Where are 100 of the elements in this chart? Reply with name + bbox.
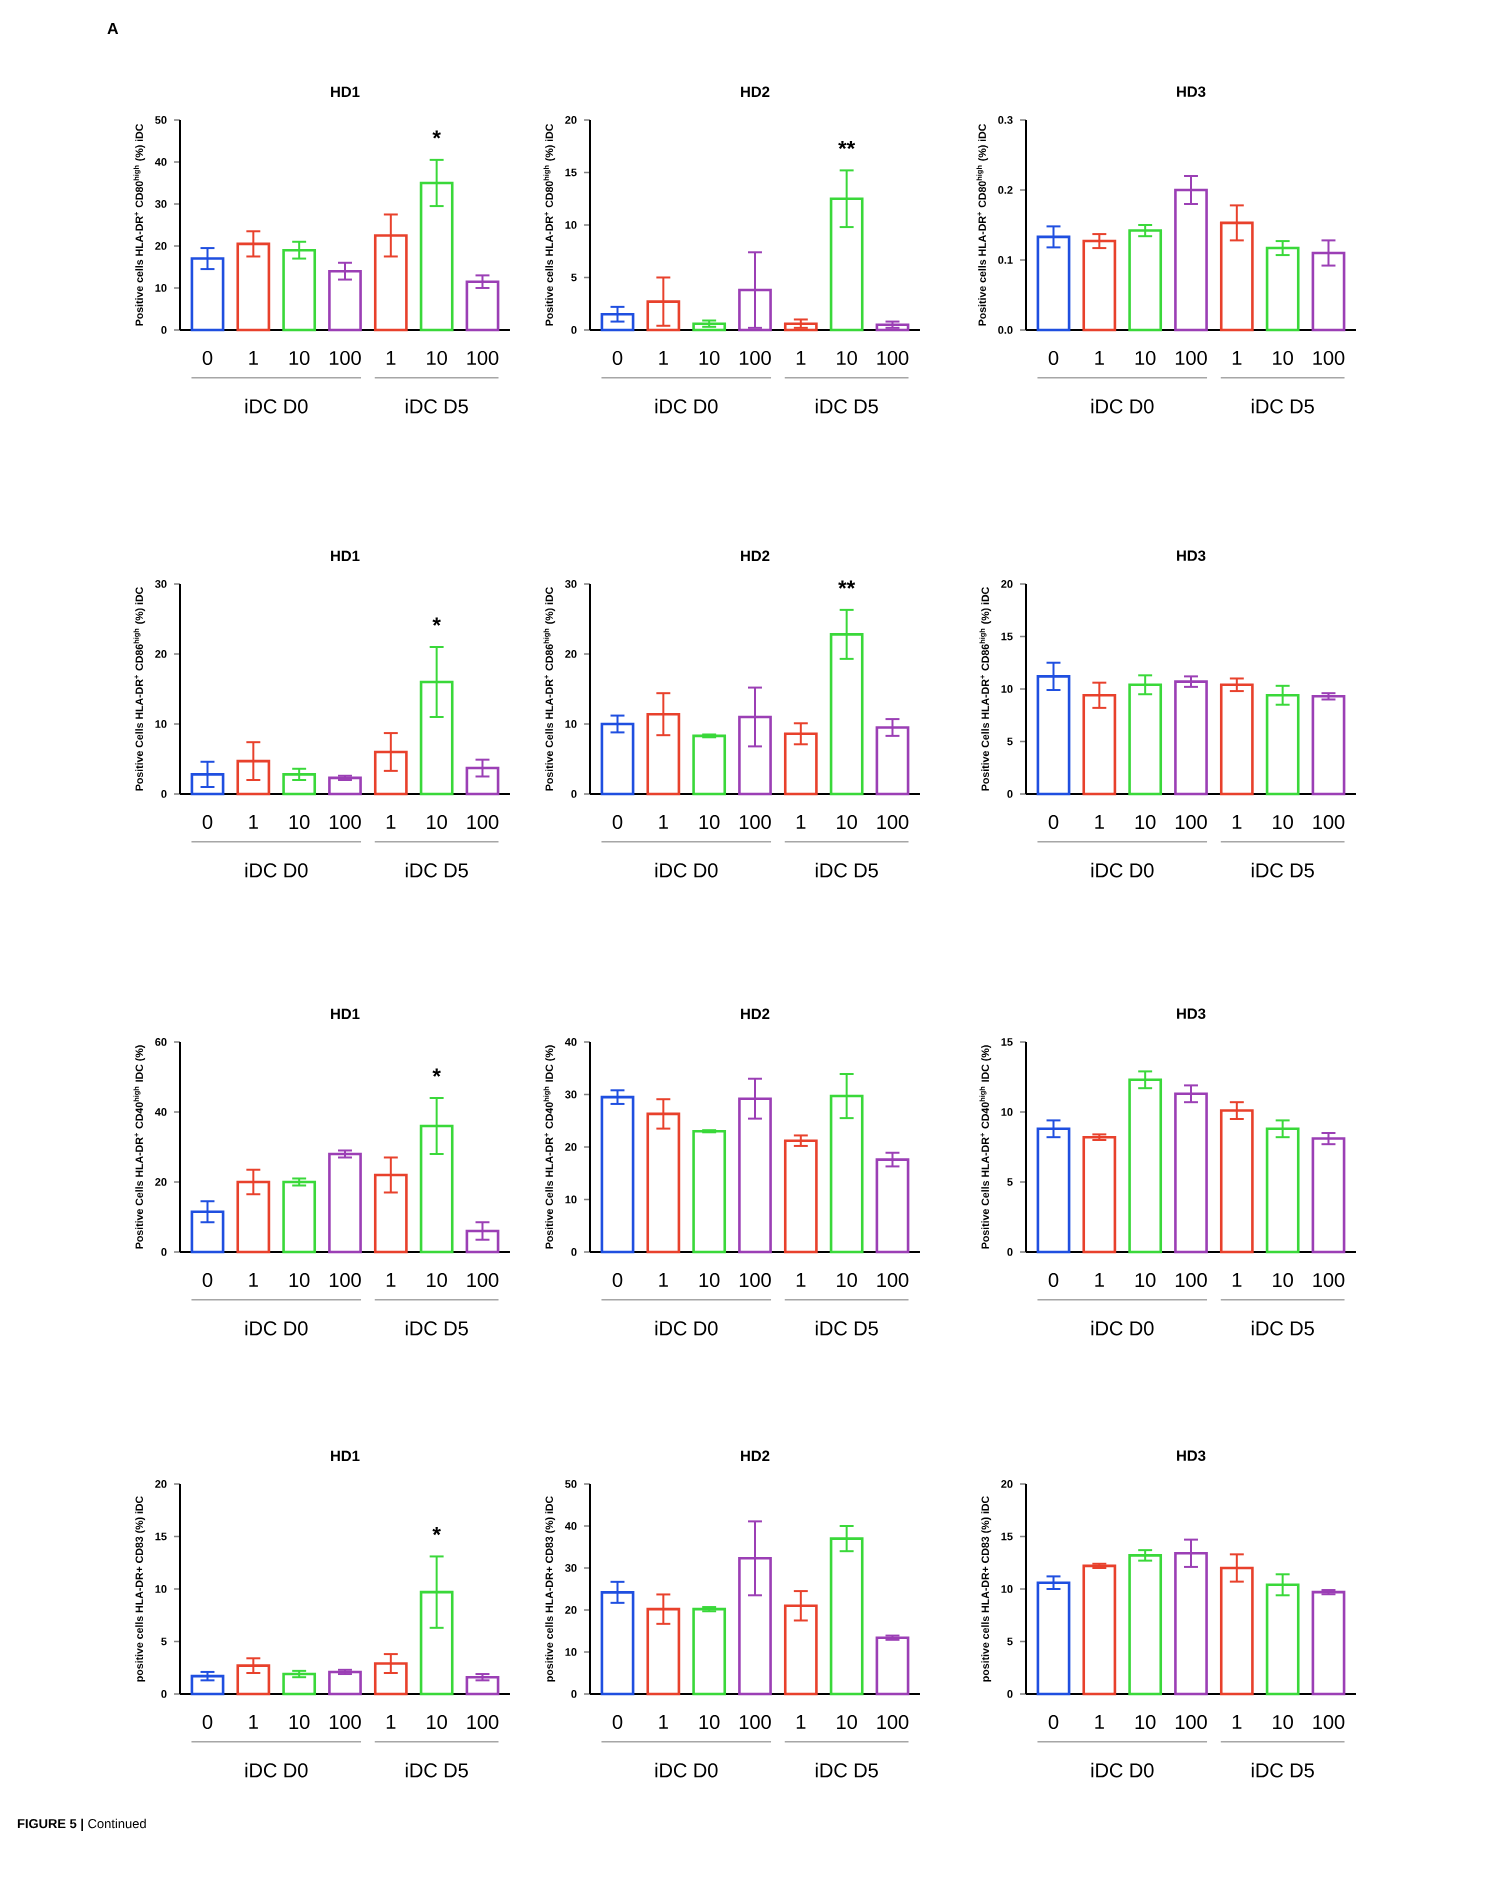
x-tick-label: 10 [289, 1272, 310, 1288]
x-tick-label: 100 [1313, 1272, 1345, 1288]
x-tick-label: 1 [1232, 1272, 1242, 1287]
text: iDC D5 [815, 862, 878, 878]
x-tick-label: 0 [202, 814, 213, 830]
x-tick-label: 0 [612, 1272, 623, 1288]
x-tick-label: 0 [202, 350, 213, 366]
text: iDC D5 [1251, 862, 1314, 878]
x-tick-label: 10 [289, 350, 310, 366]
text: iDC D5 [405, 1762, 468, 1778]
x-tick-label: 10 [289, 1714, 310, 1730]
x-tick-label: 100 [1175, 350, 1207, 366]
x-tick-label: 0 [1048, 1714, 1059, 1730]
x-tick-label: 1 [796, 1714, 806, 1729]
text: iDC D0 [655, 398, 718, 414]
x-tick-label: 0 [612, 814, 623, 830]
x-tick-label: 1 [1095, 1272, 1104, 1287]
text: iDC D5 [1251, 1320, 1314, 1336]
x-tick-label: 1 [249, 350, 258, 365]
text: iDC D5 [405, 398, 468, 414]
x-tick-label: 0 [202, 1272, 213, 1288]
x-tick-label: 10 [1273, 1272, 1293, 1288]
text: iDC D5 [815, 1320, 878, 1336]
text: iDC D0 [1091, 1762, 1154, 1778]
x-tick-label: 1 [796, 814, 806, 829]
annotation: * [432, 130, 441, 139]
x-tick-label: 10 [427, 350, 447, 366]
x-tick-label: 1 [1232, 814, 1242, 829]
x-tick-label: 100 [739, 814, 771, 830]
x-tick-label: 1 [386, 1272, 396, 1287]
x-tick-label: 1 [1232, 350, 1242, 365]
x-tick-label: 1 [386, 1714, 396, 1729]
x-tick-label: 100 [467, 350, 499, 366]
x-tick-label: 1 [659, 814, 668, 829]
x-tick-label: 100 [739, 1714, 771, 1730]
x-tick-label: 0 [1048, 814, 1059, 830]
x-tick-label: 1 [659, 350, 668, 365]
x-tick-label: 1 [796, 1272, 806, 1287]
x-tick-label: 1 [659, 1272, 668, 1287]
text: iDC D0 [655, 1762, 718, 1778]
x-tick-label: 10 [699, 814, 720, 830]
x-tick-label: 10 [1273, 1714, 1293, 1730]
text: iDC D0 [245, 1320, 308, 1336]
x-tick-label: 100 [1175, 1714, 1207, 1730]
x-tick-label: 10 [837, 814, 857, 830]
x-tick-label: 100 [877, 1714, 909, 1730]
x-tick-label: 100 [877, 814, 909, 830]
x-tick-label: 100 [1175, 1272, 1207, 1288]
annotation: ** [838, 580, 856, 589]
x-tick-label: 0 [202, 1714, 213, 1730]
x-tick-label: 1 [249, 1714, 258, 1729]
text: iDC D0 [1091, 398, 1154, 414]
text: iDC D5 [815, 1762, 878, 1778]
x-tick-label: 0 [612, 350, 623, 366]
annotation: ** [838, 140, 856, 150]
x-tick-label: 100 [467, 814, 499, 830]
text: iDC D0 [1091, 862, 1154, 878]
x-tick-label: 100 [329, 814, 361, 830]
x-tick-label: 10 [427, 814, 447, 830]
x-tick-label: 100 [739, 1272, 771, 1288]
x-tick-label: 1 [386, 814, 396, 829]
x-tick-label: 1 [1232, 1714, 1242, 1729]
x-tick-label: 10 [1135, 350, 1156, 366]
x-tick-label: 100 [1313, 814, 1345, 830]
text: iDC D0 [1091, 1320, 1154, 1336]
text: iDC D0 [655, 862, 718, 878]
x-tick-label: 1 [1095, 814, 1104, 829]
x-tick-label: 0 [612, 1714, 623, 1730]
x-tick-label: 100 [329, 1272, 361, 1288]
x-tick-label: 10 [1273, 814, 1293, 830]
x-tick-label: 1 [249, 814, 258, 829]
x-tick-label: 1 [659, 1714, 668, 1729]
x-tick-label: 10 [1273, 350, 1293, 366]
x-tick-label: 100 [877, 1272, 909, 1288]
x-tick-label: 10 [427, 1714, 447, 1730]
text: iDC D5 [1251, 398, 1314, 414]
x-tick-label: 0 [1048, 1272, 1059, 1288]
x-tick-label: 10 [837, 1714, 857, 1730]
text: iDC D0 [245, 1762, 308, 1778]
x-tick-label: 10 [1135, 814, 1156, 830]
text: iDC D5 [405, 1320, 468, 1336]
x-tick-label: 1 [386, 350, 396, 365]
x-tick-label: 100 [329, 1714, 361, 1730]
text: iDC D0 [655, 1320, 718, 1336]
x-tick-label: 100 [1313, 1714, 1345, 1730]
x-tick-label: 100 [877, 350, 909, 366]
x-tick-label: 10 [1135, 1272, 1156, 1288]
x-tick-label: 1 [249, 1272, 258, 1287]
x-tick-label: 0 [1048, 350, 1059, 366]
x-tick-label: 10 [699, 1714, 720, 1730]
annotation: * [432, 617, 441, 626]
text: iDC D0 [245, 398, 308, 414]
text: iDC D5 [405, 862, 468, 878]
x-tick-label: 10 [427, 1272, 447, 1288]
x-tick-label: 10 [699, 1272, 720, 1288]
text: iDC D0 [245, 862, 308, 878]
x-tick-label: 10 [837, 350, 857, 366]
text: iDC D5 [815, 398, 878, 414]
x-tick-label: 1 [796, 350, 806, 365]
x-tick-label: 100 [467, 1272, 499, 1288]
